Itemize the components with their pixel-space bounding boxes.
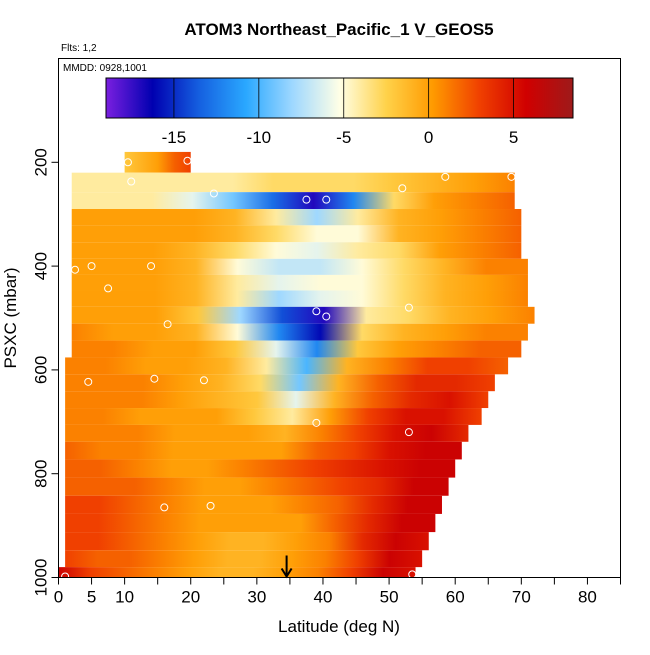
x-axis-tick-label: 50 — [380, 588, 399, 607]
heatmap-row — [71, 290, 528, 307]
heatmap-row — [65, 477, 449, 496]
heatmap-row — [65, 357, 509, 375]
heatmap-row — [58, 567, 416, 578]
y-axis-tick-label: 400 — [32, 252, 51, 280]
heatmap-row — [71, 192, 515, 210]
observation-point — [71, 265, 80, 274]
x-axis-tick-label: 5 — [87, 588, 96, 607]
heatmap-row — [71, 258, 528, 275]
heatmap-row — [124, 151, 191, 173]
heatmap-row — [71, 209, 522, 226]
observation-point — [404, 303, 413, 312]
observation-point — [163, 320, 172, 329]
observation-point — [123, 158, 132, 167]
observation-point — [127, 177, 136, 186]
observation-point — [209, 189, 218, 198]
observation-point — [322, 312, 331, 321]
x-axis: 0 5 10 20 30 40 50 60 70 80 — [54, 577, 621, 607]
plot-area — [58, 151, 535, 581]
x-axis-tick-label: 20 — [181, 588, 200, 607]
y-axis-label: PSXC (mbar) — [1, 267, 20, 368]
observation-point — [312, 307, 321, 316]
colorbar-tick-label: 5 — [509, 128, 518, 147]
observation-point — [312, 418, 321, 427]
observation-point — [507, 172, 516, 181]
heatmap-row — [65, 441, 462, 460]
observation-point — [404, 428, 413, 437]
heatmap-row — [71, 323, 528, 341]
y-axis-tick-label: 200 — [32, 148, 51, 176]
heatmap-row — [65, 374, 495, 392]
heatmap-row — [65, 424, 469, 442]
observation-point — [398, 184, 407, 193]
observation-point — [322, 195, 331, 204]
observation-point — [183, 156, 192, 165]
observation-point — [160, 503, 169, 512]
heatmap-row — [65, 532, 429, 551]
chart-title: ATOM3 Northeast_Pacific_1 V_GEOS5 — [184, 20, 493, 39]
heatmap-row — [65, 513, 436, 533]
observation-point — [150, 374, 159, 383]
heatmap-row — [65, 391, 489, 409]
observation-point — [147, 262, 156, 271]
x-axis-tick-label: 60 — [446, 588, 465, 607]
colorbar-gradient — [105, 77, 574, 119]
heatmap-row — [71, 306, 535, 324]
marker-arrow-head — [280, 567, 293, 579]
heatmap-row — [71, 225, 522, 243]
colorbar-tick-label: -15 — [162, 128, 187, 147]
heatmap-row — [65, 408, 482, 425]
latitude-marker-arrow — [280, 555, 293, 579]
observation-point — [64, 166, 73, 175]
heatmap-row — [65, 550, 423, 568]
colorbar: -15 -10 -5 0 5 — [105, 77, 574, 147]
observation-point — [441, 172, 450, 181]
colorbar-tick-label: -5 — [336, 128, 351, 147]
observation-point — [302, 195, 311, 204]
dates-annotation: MMDD: 0928,1001 — [63, 63, 147, 74]
y-axis-tick-label: 1000 — [32, 559, 51, 597]
x-axis-label: Latitude (deg N) — [278, 617, 400, 636]
colorbar-tick-label: -10 — [247, 128, 272, 147]
heatmap-row — [71, 172, 515, 193]
y-axis-tick-label: 800 — [32, 460, 51, 488]
x-axis-tick-label: 0 — [54, 588, 63, 607]
heatmap-row — [71, 340, 522, 358]
heatmap-row — [71, 274, 528, 291]
observation-point — [84, 377, 93, 386]
x-axis-tick-label: 70 — [512, 588, 531, 607]
x-axis-tick-label: 10 — [115, 588, 134, 607]
heatmap-row — [65, 495, 442, 514]
observation-point — [206, 501, 215, 510]
x-axis-tick-label: 30 — [247, 588, 266, 607]
heatmap-row — [71, 242, 522, 259]
y-axis: 200 400 600 800 1000 — [32, 148, 59, 596]
observation-point — [104, 284, 113, 293]
colorbar-tick-label: 0 — [424, 128, 433, 147]
y-axis-tick-label: 600 — [32, 356, 51, 384]
flights-annotation: Flts: 1,2 — [61, 43, 97, 54]
observation-point — [199, 376, 208, 385]
observation-point — [61, 572, 70, 581]
plot-frame — [58, 58, 621, 578]
heatmap-row — [65, 459, 456, 478]
observation-point — [87, 262, 96, 271]
x-axis-tick-label: 40 — [314, 588, 333, 607]
x-axis-tick-label: 80 — [578, 588, 597, 607]
